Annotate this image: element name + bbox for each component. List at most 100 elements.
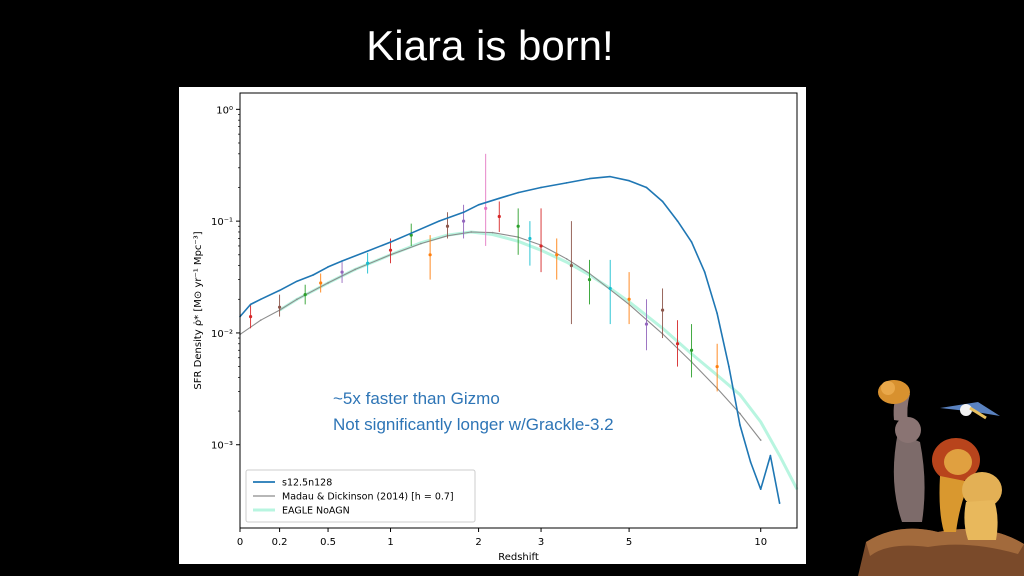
x-tick-label: 0.2	[272, 537, 288, 548]
lion-king-clipart	[858, 380, 1024, 576]
x-axis-label: Redshift	[498, 552, 539, 563]
series-1-point	[259, 319, 262, 321]
series-0-point	[410, 232, 413, 235]
slide-title: Kiara is born!	[366, 22, 614, 69]
obs-point	[388, 248, 393, 252]
series-0-point	[759, 488, 762, 491]
series-0-point	[716, 312, 718, 315]
obs-point	[445, 224, 450, 228]
y-tick-label: 10⁰	[216, 105, 233, 116]
obs-point	[689, 348, 694, 352]
series-0-point	[312, 274, 314, 276]
series-0-point	[259, 298, 262, 301]
obs-point	[539, 244, 543, 248]
series-0-point	[588, 177, 591, 180]
obs-point	[587, 277, 592, 282]
legend-label-0: s12.5n128	[282, 478, 332, 489]
obs-point	[277, 305, 282, 309]
obs-point	[660, 308, 665, 312]
series-0-point	[609, 175, 612, 178]
plot-frame	[239, 92, 798, 529]
series-0-point	[462, 211, 465, 214]
y-axis-label: SFR Density ρ̇* [M⊙ yr⁻¹ Mpc⁻³]	[192, 231, 204, 389]
x-tick-label: 5	[626, 537, 632, 548]
x-tick-label: 0	[237, 537, 243, 548]
obs-point	[715, 364, 719, 369]
x-tick-label: 3	[538, 537, 544, 548]
annotation-line-2: Not significantly longer w/Grackle-3.2	[333, 415, 614, 434]
series-1-point	[759, 439, 762, 441]
series-0-point	[749, 461, 752, 463]
series-0-point	[690, 241, 693, 243]
obs-point	[484, 206, 488, 210]
series-1-point	[470, 231, 473, 233]
obs-point	[303, 293, 307, 297]
y-tick-label: 10⁻¹	[211, 217, 233, 228]
obs-point	[675, 342, 680, 346]
series-2-point	[491, 233, 494, 236]
series-1-point	[565, 258, 568, 260]
series-2-point	[778, 454, 781, 457]
series-2-point	[565, 261, 568, 263]
x-tick-label: 10	[754, 537, 767, 548]
obs-point	[428, 253, 432, 257]
series-0-point	[778, 502, 781, 504]
y-tick-label: 10⁻²	[211, 329, 233, 340]
plot-panel: 0 0.2 0.5 1 2 3 5 10 10⁻³ 10⁻² 10⁻¹ 10⁰ Redshift SFR …	[179, 87, 806, 564]
series-2-point	[759, 421, 762, 423]
series-0-point	[438, 220, 440, 222]
obs-point	[569, 264, 573, 268]
series-0-point	[703, 271, 706, 273]
series-1-point	[354, 268, 357, 271]
series-line-2	[278, 230, 799, 490]
series-1-point	[327, 282, 329, 284]
series-0-point	[327, 266, 329, 268]
obs-point	[497, 214, 501, 219]
annotation-line-1: ~5x faster than Gizmo	[333, 389, 500, 408]
series-0-point	[249, 303, 252, 306]
annotation: ~5x faster than Gizmo Not significantly …	[333, 386, 614, 438]
legend-box	[245, 469, 476, 523]
series-2-point	[739, 393, 741, 396]
series-0-point	[645, 186, 648, 189]
obs-point	[248, 315, 253, 319]
obs-point	[516, 224, 520, 228]
x-tick-label: 2	[475, 537, 481, 548]
series-0-point	[628, 179, 630, 182]
obs-point	[608, 286, 612, 291]
series-0-point	[540, 186, 542, 189]
sfr-density-chart: 0 0.2 0.5 1 2 3 5 10 10⁻³ 10⁻² 10⁻¹ 10⁰ Redshift SFR …	[192, 92, 799, 563]
series-0-point	[661, 200, 664, 203]
series-0-point	[477, 204, 480, 206]
series-0-point	[739, 424, 741, 426]
x-tick-label: 1	[387, 537, 393, 548]
series-0-point	[341, 260, 343, 262]
obs-point	[627, 297, 631, 301]
obs-point	[644, 322, 649, 326]
series-1-point	[296, 298, 298, 301]
series-0-point	[366, 250, 369, 252]
obs-point	[461, 219, 466, 223]
series-1-point	[491, 231, 494, 234]
obs-point	[555, 253, 559, 257]
obs-point	[528, 236, 532, 241]
series-0-point	[676, 220, 679, 222]
series-1-point	[739, 412, 741, 415]
legend-label-1: Madau & Dickinson (2014) [h = 0.7]	[282, 492, 454, 503]
series-line-0	[239, 175, 781, 504]
series-0-point	[728, 365, 730, 368]
obs-point	[366, 261, 370, 265]
series-0-point	[389, 241, 392, 243]
series-1-point	[420, 242, 422, 245]
legend-label-2: EAGLE NoAGN	[282, 506, 350, 517]
series-0-point	[517, 191, 519, 194]
series-0-point	[498, 197, 501, 200]
series-0-point	[296, 280, 298, 283]
x-tick-label: 0.5	[320, 537, 336, 548]
obs-point	[319, 281, 323, 285]
series-0-point	[278, 289, 281, 292]
y-tick-label: 10⁻³	[211, 441, 233, 452]
obs-point	[340, 270, 344, 274]
series-0-point	[769, 454, 772, 457]
series-0-point	[565, 182, 568, 184]
